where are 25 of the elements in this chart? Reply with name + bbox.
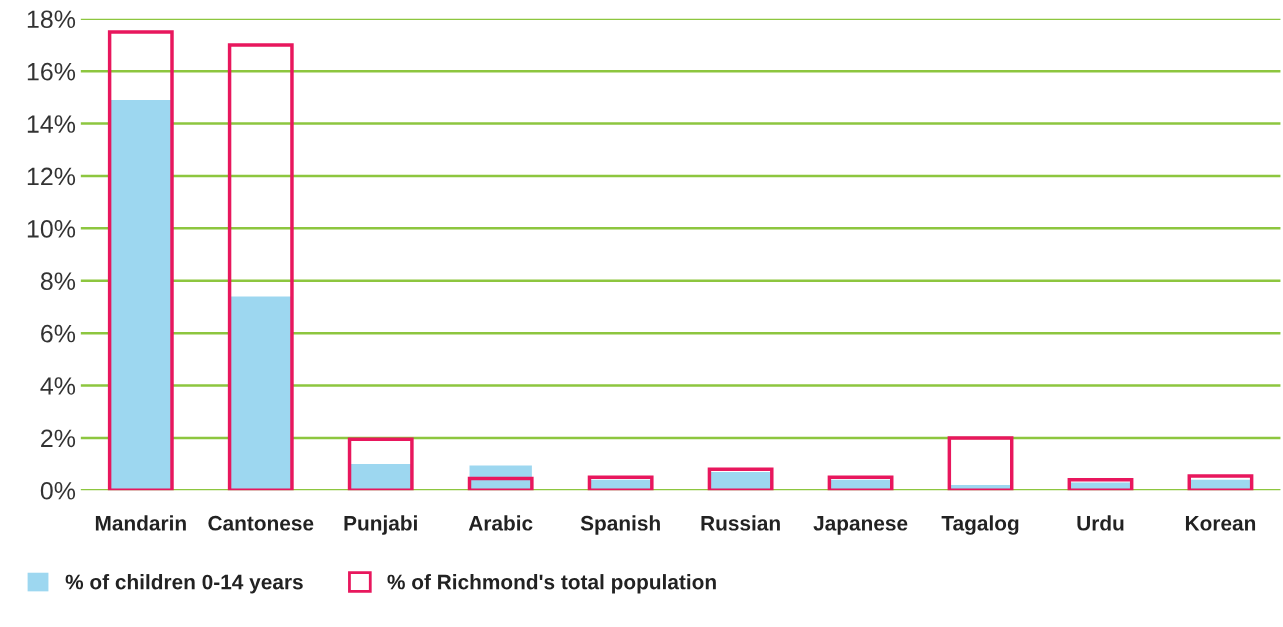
y-tick-label: 10%	[27, 219, 76, 238]
x-tick-label: Tagalog	[941, 515, 1019, 535]
x-tick-label: Mandarin	[95, 515, 186, 531]
x-tick-label: Russian	[701, 515, 780, 531]
x-tick-label: Cantonese	[208, 515, 314, 531]
x-tick-label: Punjabi	[344, 515, 417, 535]
x-tick-label: Japanese	[813, 516, 908, 535]
x-tick-label: Urdu	[1077, 515, 1124, 531]
y-tick-label: 4%	[40, 377, 76, 395]
y-tick-label: 14%	[27, 115, 76, 133]
y-tick-label: 6%	[41, 324, 76, 343]
legend-label: % of children 0-14 years	[65, 574, 303, 594]
y-tick-label: 8%	[40, 272, 76, 291]
bar	[229, 296, 292, 491]
y-tick-label: 2%	[41, 429, 76, 448]
bar	[349, 464, 412, 491]
y-tick-label: 12%	[27, 167, 76, 186]
x-tick-label: Spanish	[580, 515, 660, 535]
y-tick-label: 0%	[40, 481, 76, 500]
y-tick-label: 16%	[27, 62, 76, 81]
legend-label: % of Richmond's total population	[387, 574, 716, 594]
x-tick-label: Arabic	[468, 515, 533, 531]
y-tick-label: 18%	[27, 10, 76, 29]
bar	[109, 100, 172, 491]
x-tick-label: Korean	[1185, 516, 1256, 531]
